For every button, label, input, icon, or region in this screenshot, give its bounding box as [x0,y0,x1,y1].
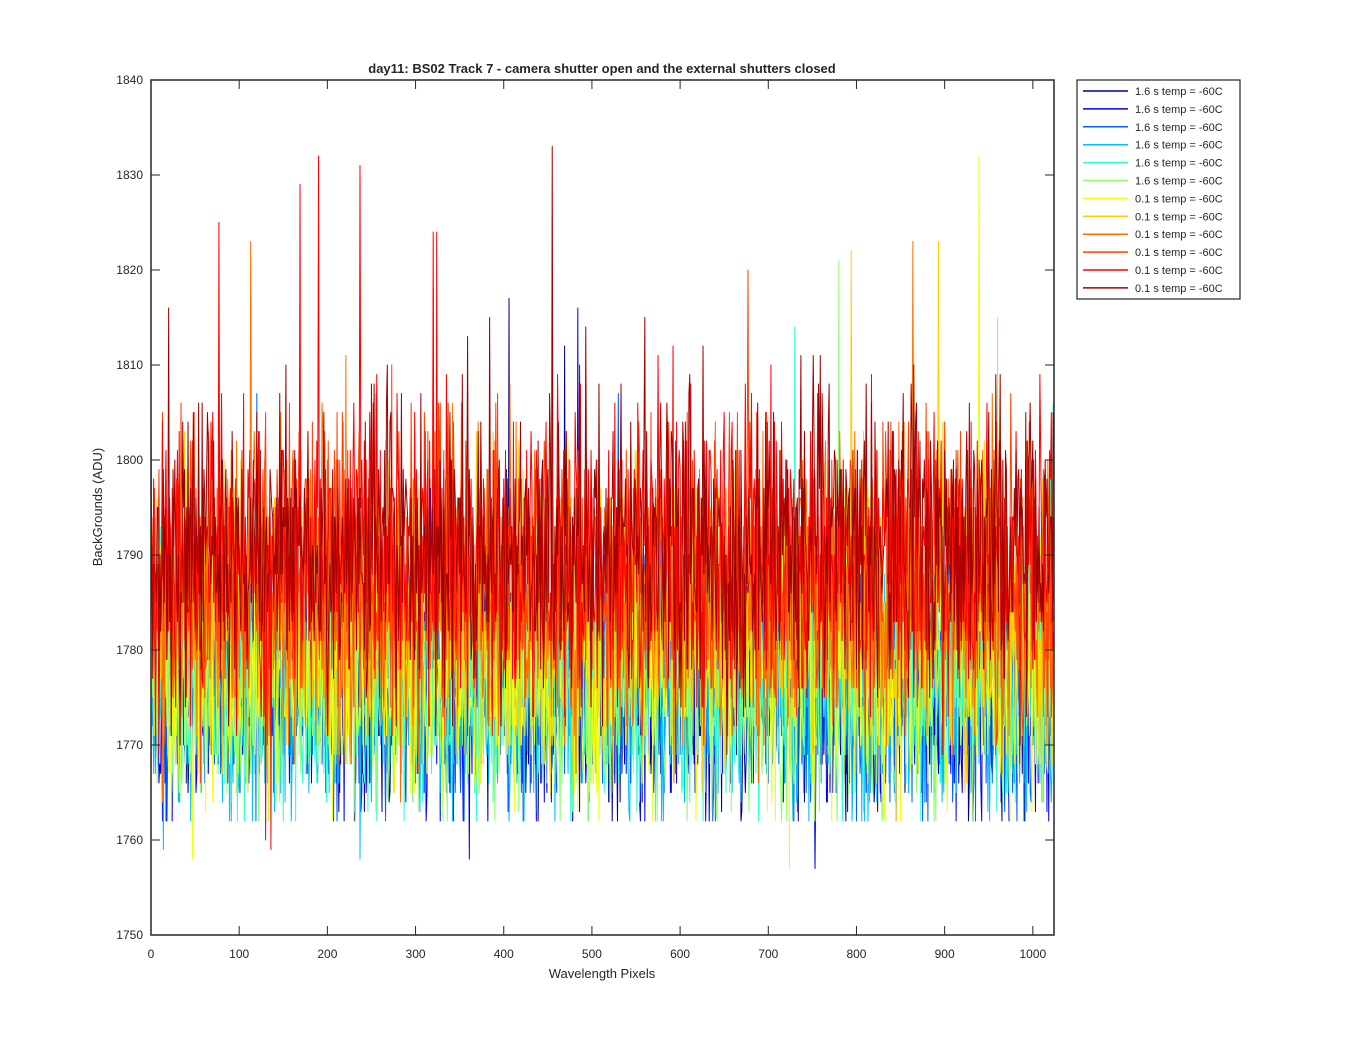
x-tick-label: 800 [846,947,866,961]
x-tick-label: 1000 [1019,947,1046,961]
series-line [150,146,1054,755]
legend-entry: 1.6 s temp = -60C [1135,158,1223,170]
x-tick-label: 700 [758,947,778,961]
y-tick-label: 1750 [116,928,143,942]
series-layer [150,146,1054,869]
x-axis: 0 100 200 300 400 500 600 700 800 900 1000 [148,80,1047,961]
y-tick-label: 1790 [116,548,143,562]
legend-entry: 0.1 s temp = -60C [1135,247,1223,259]
x-tick-label: 100 [229,947,249,961]
x-tick-label: 400 [494,947,514,961]
legend-entry: 0.1 s temp = -60C [1135,283,1223,295]
chart-title: day11: BS02 Track 7 - camera shutter ope… [368,61,836,76]
y-axis: 1750 1760 1770 1780 1790 1800 1810 1820 1830 1840 [116,73,1054,942]
y-tick-label: 1820 [116,263,143,277]
x-tick-label: 300 [406,947,426,961]
legend: 1.6 s temp = -60C 1.6 s temp = -60C 1.6 s … [1076,79,1241,300]
x-tick-label: 200 [317,947,337,961]
y-tick-label: 1760 [116,833,143,847]
x-tick-label: 0 [148,947,155,961]
y-axis-label: BackGrounds (ADU) [90,448,105,566]
legend-entry: 1.6 s temp = -60C [1135,104,1223,116]
x-tick-label: 500 [582,947,602,961]
x-tick-label: 600 [670,947,690,961]
legend-entry: 1.6 s temp = -60C [1135,86,1223,98]
legend-entry: 1.6 s temp = -60C [1135,122,1223,134]
legend-box [1076,79,1241,300]
legend-entry: 1.6 s temp = -60C [1135,140,1223,152]
x-tick-label: 900 [935,947,955,961]
y-tick-label: 1770 [116,738,143,752]
legend-entry: 1.6 s temp = -60C [1135,176,1223,188]
y-tick-label: 1840 [116,73,143,87]
y-tick-label: 1810 [116,358,143,372]
y-tick-label: 1800 [116,453,143,467]
x-axis-label: Wavelength Pixels [549,966,656,981]
legend-entry: 0.1 s temp = -60C [1135,265,1223,277]
legend-entry: 0.1 s temp = -60C [1135,211,1223,223]
legend-entry: 0.1 s temp = -60C [1135,193,1223,205]
y-tick-label: 1830 [116,168,143,182]
axes-box [150,79,1055,936]
y-tick-label: 1780 [116,643,143,657]
legend-entry: 0.1 s temp = -60C [1135,229,1223,241]
